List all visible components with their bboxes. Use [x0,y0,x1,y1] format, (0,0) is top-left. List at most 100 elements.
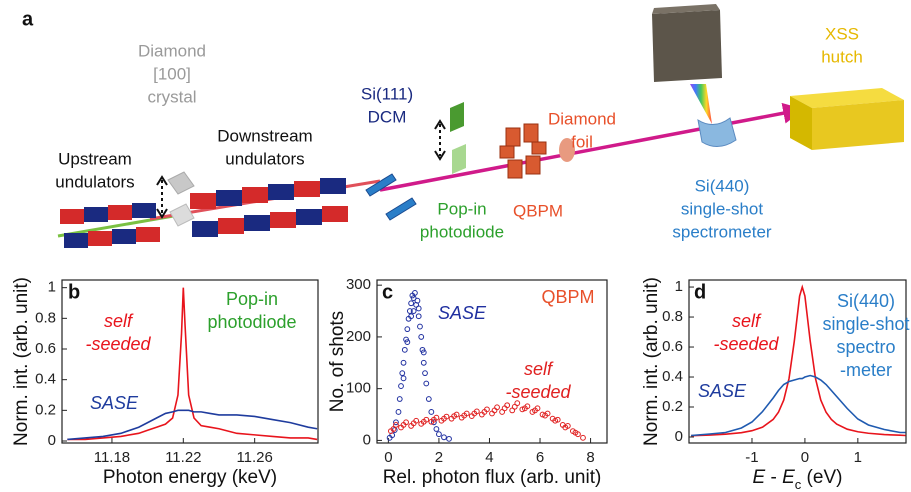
x-tick-label: 1 [854,449,862,466]
y-tick-label: 0.2 [662,398,683,415]
diagram-label: [100] [153,64,191,83]
x-axis-label-part: E [782,467,795,488]
scatter-point [424,381,429,386]
annotation: self [732,311,762,331]
plot-frame [62,280,318,443]
x-tick-label: -1 [745,449,758,466]
y-tick-label: 0 [363,431,371,448]
scatter-point [405,327,410,332]
panel-label: d [694,281,706,303]
scatter-point [429,410,434,415]
y-axis-label: No. of shots [327,311,348,412]
scatter-point [423,371,428,376]
annotation: QBPM [541,287,594,307]
line-series [67,410,317,439]
y-tick-label: 0 [675,428,683,445]
scatter-point [505,403,510,408]
annotation: -seeded [713,334,779,354]
annotation: spectro [836,337,895,357]
scatter-point [495,405,500,410]
x-tick-label: 11.26 [236,449,272,466]
spectrometer [652,4,736,147]
x-tick-label: 11.18 [94,449,130,466]
y-tick-label: 0.6 [35,340,56,357]
diagram-label: Upstream [58,149,132,168]
x-tick-label: 11.22 [165,449,201,466]
diagram-label: spectrometer [672,222,772,241]
x-axis-label: E - Ec (eV) [753,467,843,492]
annotation: SASE [90,393,139,413]
scatter-point [396,410,401,415]
annotation: SASE [438,303,487,323]
annotation: Pop-in [226,289,278,309]
x-tick-label: 0 [384,449,392,466]
diagram-label: Downstream [217,126,312,145]
annotation: -meter [840,360,892,380]
y-tick-label: 0.4 [35,371,56,388]
downstream-undulator [190,178,348,237]
x-tick-label: 0 [801,449,809,466]
y-tick-label: 100 [346,380,371,397]
scatter-point [416,306,421,311]
y-tick-label: 0.8 [662,308,683,325]
annotation: self [104,311,134,331]
panel-label: c [382,281,393,303]
diagram-label: XSS [825,24,859,43]
panel-label: b [68,281,80,303]
annotation: Si(440) [837,291,895,311]
x-axis-label-part: - [765,467,782,488]
scatter-point [402,347,407,352]
y-tick-label: 300 [346,276,371,293]
annotation: single-shot [822,314,909,334]
x-tick-label: 6 [536,449,544,466]
scatter-point [502,406,507,411]
scatter-point [447,436,452,441]
scatter-point [426,397,431,402]
diagram-label: QBPM [513,201,563,220]
diamond-crystal [157,172,194,226]
diagram-label: undulators [55,172,134,191]
annotation: -seeded [505,382,571,402]
scatter-point [492,408,497,413]
y-tick-label: 1 [48,279,56,296]
diagram-label: undulators [225,149,304,168]
xss-hutch [790,88,904,150]
y-tick-label: 0.4 [662,368,683,385]
scatter-point [421,360,426,365]
scatter-point [401,376,406,381]
x-axis-label: Photon energy (keV) [103,467,277,488]
diagram-label: Pop-in [437,199,486,218]
scatter-point [409,301,414,306]
panel-label: a [22,8,34,30]
annotation: SASE [698,381,747,401]
popin-photodiode [435,102,466,174]
scatter-point [442,435,447,440]
scatter-point [490,411,495,416]
figure: a Diamond [100] crystal Upstream undulators Do… [0,0,911,492]
scatter-point [416,314,421,319]
scatter-point [418,324,423,329]
annotation: photodiode [207,312,296,332]
scatter-point [399,384,404,389]
diagram-label: Diamond [548,109,616,128]
diagram-label: crystal [147,87,196,106]
qbpm [500,124,546,178]
x-axis-label-part: E [753,467,766,488]
y-tick-label: 1 [675,278,683,295]
y-tick-label: 200 [346,328,371,345]
diagram-label: photodiode [420,222,504,241]
scatter-point [437,432,442,437]
annotation: -seeded [85,334,151,354]
x-tick-label: 2 [435,449,443,466]
diagram-label: hutch [821,47,863,66]
diagram-label: Si(111) [361,84,413,103]
x-tick-label: 4 [485,449,493,466]
diagram-label: Diamond [138,41,206,60]
y-tick-label: 0.6 [662,338,683,355]
scatter-point [401,360,406,365]
scatter-point [581,435,586,440]
y-axis-label: Norm. int. (arb. unit) [641,277,662,446]
page: {"diagram": { "panel_label": "a", "label… [0,0,911,492]
x-axis-label-part: (eV) [801,467,842,488]
annotation: self [524,359,554,379]
